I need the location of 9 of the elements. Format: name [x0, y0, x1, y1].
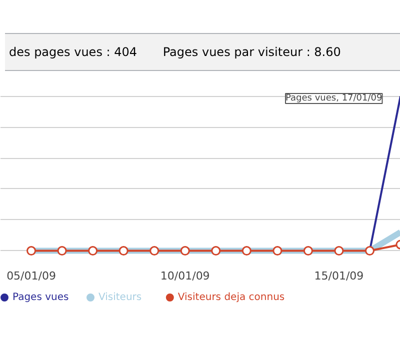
annotation: Pages vues, 17/01/09 [286, 94, 383, 104]
text: des pages vues : 404 [9, 45, 138, 59]
x-tick-label: 15/01/09 [314, 270, 364, 282]
x-tick-label: 05/01/09 [6, 270, 56, 282]
x-tick-label: 10/01/09 [160, 270, 210, 282]
text: Pages vues par visiteur : 8.60 [162, 45, 341, 59]
legend-label: Visiteurs deja connus [178, 292, 285, 303]
legend-label: Pages vues [12, 292, 69, 303]
legend-label: Visiteurs [98, 292, 142, 303]
